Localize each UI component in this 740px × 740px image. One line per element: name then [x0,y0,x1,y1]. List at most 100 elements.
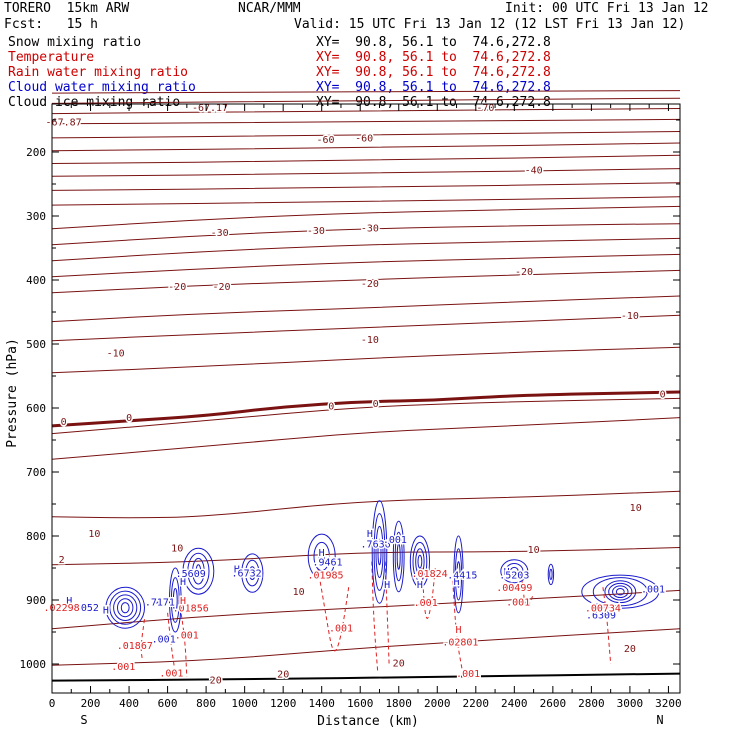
cloud-water-contour [182,547,215,595]
isotherm-line [51,237,681,262]
cloud-water-contour [608,582,633,601]
cloud-water-contour [120,602,130,614]
x-tick-label: 200 [81,697,101,710]
rain-label: .001 [329,624,353,635]
cloud-water-label: .6309 [586,611,616,622]
x-tick-label: 1000 [231,697,258,710]
isotherm-line [51,131,681,139]
rain-contour [384,561,390,665]
x-tick-label: 400 [119,697,139,710]
field-name-cloud-water: Cloud water mixing ratio [8,80,196,95]
isotherm-label: 0 [61,417,67,428]
cloud-water-contours [105,500,660,633]
field-xy-rain: XY= 90.8, 56.1 to 74.6,272.8 [316,65,551,80]
y-tick-label: 900 [26,594,46,607]
rain-label: H [455,625,461,636]
field-xy-snow: XY= 90.8, 56.1 to 74.6,272.8 [316,35,551,50]
isotherm-label: -30 [307,226,325,237]
cloud-water-contour [454,548,463,601]
isotherm-line [51,205,681,230]
cloud-water-label: .001 [152,634,176,645]
rain-label: .01985 [307,570,343,581]
isotherm-label: 2 [59,555,65,566]
contour-labels: -67.87 -67.17 -70 -60 -60 -40 -30 -30 -30 -20 -20 -… [42,102,667,688]
rain-label: .00734 [585,604,621,615]
field-name-snow: Snow mixing ratio [8,35,142,50]
cloud-water-label: H [384,580,390,591]
cloud-water-contour [373,513,386,591]
isotherm-label: 0 [660,389,666,400]
isotherm-label: 10 [293,587,305,598]
x-axis-label: Distance (km) [317,714,419,729]
isotherm-line [51,314,681,342]
cloud-water-contour [415,548,425,575]
cloud-water-contour [592,577,648,607]
rain-label: .00499 [496,583,532,594]
cloud-water-label: H [103,606,109,617]
y-tick-label: 800 [26,530,46,543]
isotherm-label: 10 [171,544,183,555]
isotherm-line [51,346,681,374]
isotherm-line [51,196,681,206]
ground-line [51,672,681,682]
isotherm-label: 0 [126,413,132,424]
x-tick-label: 2600 [540,697,567,710]
cloud-water-contour [187,552,210,590]
cloud-water-contour [505,563,524,580]
isotherm-line [51,490,681,519]
field-xy-cloud-ice: XY= 90.8, 56.1 to 74.6,272.8 [316,95,551,110]
x-tick-label: 3200 [655,697,682,710]
cloud-water-contour [241,553,264,593]
cloud-water-contour [172,588,178,612]
field-xy-temperature: XY= 90.8, 56.1 to 74.6,272.8 [316,50,551,65]
plot-frame [51,103,681,694]
cloud-water-contour [371,500,388,604]
isotherm-label: -70 [476,103,494,114]
isotherm-line [51,223,681,246]
y-tick-label: 600 [26,402,46,415]
cloud-water-label: .001 [383,535,407,546]
y-axis-label: Pressure (hPa) [5,338,20,448]
cloud-water-label: .7171 [145,597,175,608]
cloud-water-label: .05052 [63,603,99,614]
cloud-water-contour [318,549,326,564]
isotherm-label: -10 [621,311,639,322]
rain-label: .01824 [412,569,448,580]
cloud-water-label: .7636 [361,540,391,551]
isotherm-label: -20 [168,282,186,293]
cloud-water-contour [109,590,142,625]
rain-contour [421,567,436,619]
cloud-water-label: .6732 [232,569,262,580]
cloud-water-label: H [592,602,598,613]
cloud-water-contour [604,580,637,604]
rain-label: .001 [506,597,530,608]
cloud-water-label: H [504,567,510,578]
isotherm-label: 10 [88,529,100,540]
y-tick-label: 700 [26,466,46,479]
rain-label: .02801 [442,638,478,649]
cloud-water-label: .5203 [499,570,529,581]
isotherm-label: -10 [361,335,379,346]
isotherm-line [51,547,681,566]
isotherm-label: -10 [107,348,125,359]
rain-label: .001 [175,631,199,642]
x-tick-label: 2800 [578,697,605,710]
rain-label: .001 [159,668,183,679]
isotherm-line [51,118,681,125]
rain-contour [602,587,612,665]
isotherm-line [51,628,681,666]
cloud-water-label: .4415 [447,570,477,581]
isotherm-label: -60 [316,135,334,146]
isotherm-line [51,168,681,177]
isotherm-line [51,90,681,94]
cloud-water-label: .5609 [176,569,206,580]
cloud-water-label: H [66,596,72,607]
cloud-water-contour [117,598,134,618]
rain-contour [140,619,145,661]
rain-label: .01867 [117,641,153,652]
isotherm-label: -60 [355,133,373,144]
cloud-water-contour [313,541,330,572]
cloud-water-label: H [180,577,186,588]
isotherm-line [51,97,681,104]
field-name-temperature: Temperature [8,50,95,65]
